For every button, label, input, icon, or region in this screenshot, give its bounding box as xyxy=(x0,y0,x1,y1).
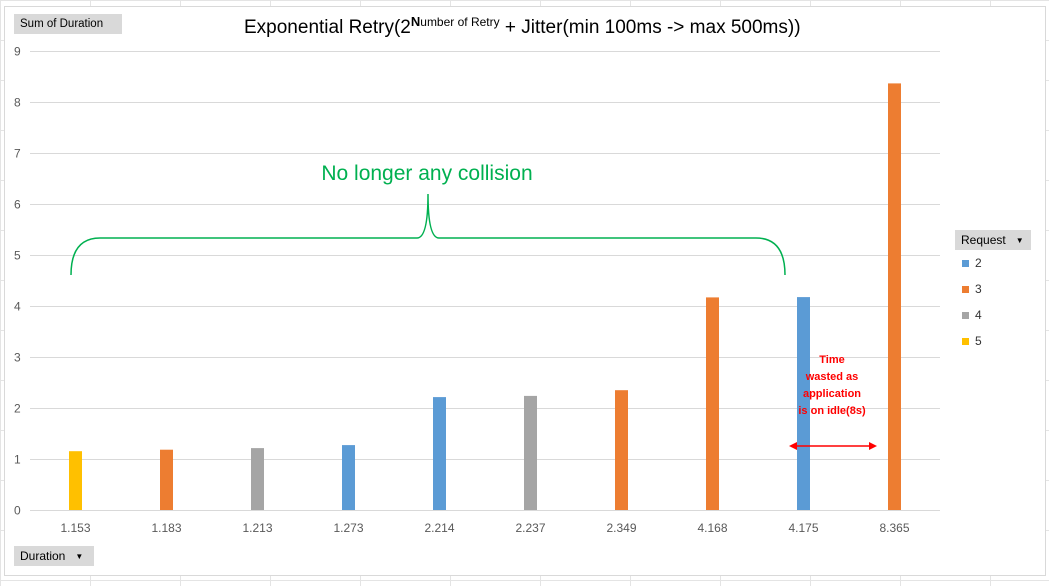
y-tick-label: 8 xyxy=(14,96,21,110)
x-tick-label: 4.175 xyxy=(788,521,818,535)
axis-field-label: Duration xyxy=(20,549,66,563)
title-superscript-initial: N xyxy=(410,14,421,29)
collision-annotation: No longer any collision xyxy=(321,162,532,185)
legend-item[interactable]: 2 xyxy=(962,255,982,271)
y-tick-label: 1 xyxy=(14,453,21,467)
bar-series-4[interactable] xyxy=(524,395,537,510)
idle-annotation-line: is on idle(8s) xyxy=(798,405,866,417)
chart-title: Exponential Retry(2Number of Retry + Jit… xyxy=(244,14,801,39)
legend-field-label: Request xyxy=(961,233,1006,247)
legend-label: 4 xyxy=(975,308,982,322)
dropdown-arrow-icon[interactable]: ▼ xyxy=(75,551,84,561)
axis-field-button[interactable]: Duration ▼ xyxy=(14,546,94,566)
title-rest: + Jitter(min 100ms -> max 500ms)) xyxy=(499,17,801,38)
y-tick-label: 4 xyxy=(14,300,21,314)
legend-item[interactable]: 4 xyxy=(962,307,982,323)
arrow-right-icon xyxy=(869,442,877,450)
value-field-label: Sum of Duration xyxy=(20,18,104,30)
y-tick-label: 5 xyxy=(14,249,21,263)
x-tick-label: 1.213 xyxy=(242,521,272,535)
x-tick-label: 1.273 xyxy=(333,521,363,535)
collision-brace xyxy=(70,193,786,276)
y-tick-label: 6 xyxy=(14,198,21,212)
legend-field-button[interactable]: Request ▼ xyxy=(955,230,1031,250)
legend-swatch xyxy=(962,312,969,319)
bar-series-5[interactable] xyxy=(69,451,82,510)
y-tick-label: 2 xyxy=(14,402,21,416)
legend-label: 5 xyxy=(975,334,982,348)
legend-swatch xyxy=(962,260,969,267)
x-tick-label: 1.183 xyxy=(151,521,181,535)
bar-series-4[interactable] xyxy=(251,448,264,510)
x-tick-label: 1.153 xyxy=(60,521,90,535)
idle-annotation-line: wasted as xyxy=(805,371,859,383)
y-tick-label: 9 xyxy=(14,45,21,59)
legend-item[interactable]: 3 xyxy=(962,281,982,297)
x-tick-label: 2.237 xyxy=(515,521,545,535)
y-tick-label: 0 xyxy=(14,504,21,518)
x-tick-label: 8.365 xyxy=(879,521,909,535)
y-tick-label: 3 xyxy=(14,351,21,365)
y-tick-label: 7 xyxy=(14,147,21,161)
bar-series-2[interactable] xyxy=(342,445,355,510)
x-tick-label: 4.168 xyxy=(697,521,727,535)
title-superscript-rest: umber of Retry xyxy=(420,15,500,29)
legend-label: 3 xyxy=(975,282,982,296)
x-tick-label: 2.214 xyxy=(424,521,454,535)
x-tick-label: 2.349 xyxy=(606,521,636,535)
bar-series-3[interactable] xyxy=(160,449,173,510)
idle-annotation-line: Time xyxy=(819,354,844,366)
bar-series-2[interactable] xyxy=(433,397,446,510)
legend-item[interactable]: 5 xyxy=(962,333,982,349)
legend-swatch xyxy=(962,338,969,345)
idle-annotation-line: application xyxy=(803,388,861,400)
value-field-button[interactable]: Sum of Duration xyxy=(14,14,122,34)
legend-swatch xyxy=(962,286,969,293)
legend-label: 2 xyxy=(975,256,982,270)
dropdown-arrow-icon[interactable]: ▼ xyxy=(1015,235,1024,245)
title-base: Exponential Retry(2 xyxy=(244,17,411,38)
bar-series-3[interactable] xyxy=(615,390,628,510)
bar-series-3[interactable] xyxy=(706,297,719,510)
bar-series-3[interactable] xyxy=(888,83,901,511)
arrow-left-icon xyxy=(789,442,797,450)
bar-series-2[interactable] xyxy=(797,297,810,510)
